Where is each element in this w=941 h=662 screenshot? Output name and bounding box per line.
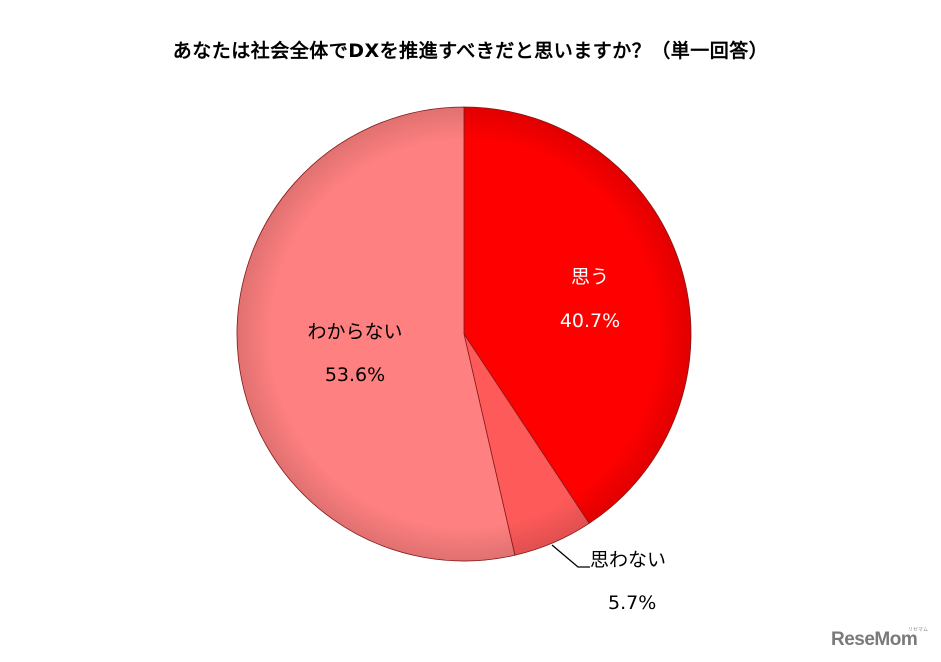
chart-title: あなたは社会全体でDXを推進すべきだと思いますか？（単一回答） — [172, 40, 769, 62]
leader-line — [551, 544, 590, 568]
slice-label-omou-value: 40.7% — [559, 310, 621, 332]
slice-label-omou-name: 思う — [570, 266, 609, 288]
slice-label-wakaranai-value: 53.6% — [324, 364, 386, 386]
slice-label-wakaranai-name: わからない — [307, 321, 403, 343]
slice-label-omowanai-value: 5.7% — [608, 592, 657, 614]
watermark-logo: ReseMom — [831, 629, 918, 650]
watermark-kana: リセマム — [908, 627, 929, 633]
slice-label-omowanai-name: 思わない — [590, 549, 667, 571]
